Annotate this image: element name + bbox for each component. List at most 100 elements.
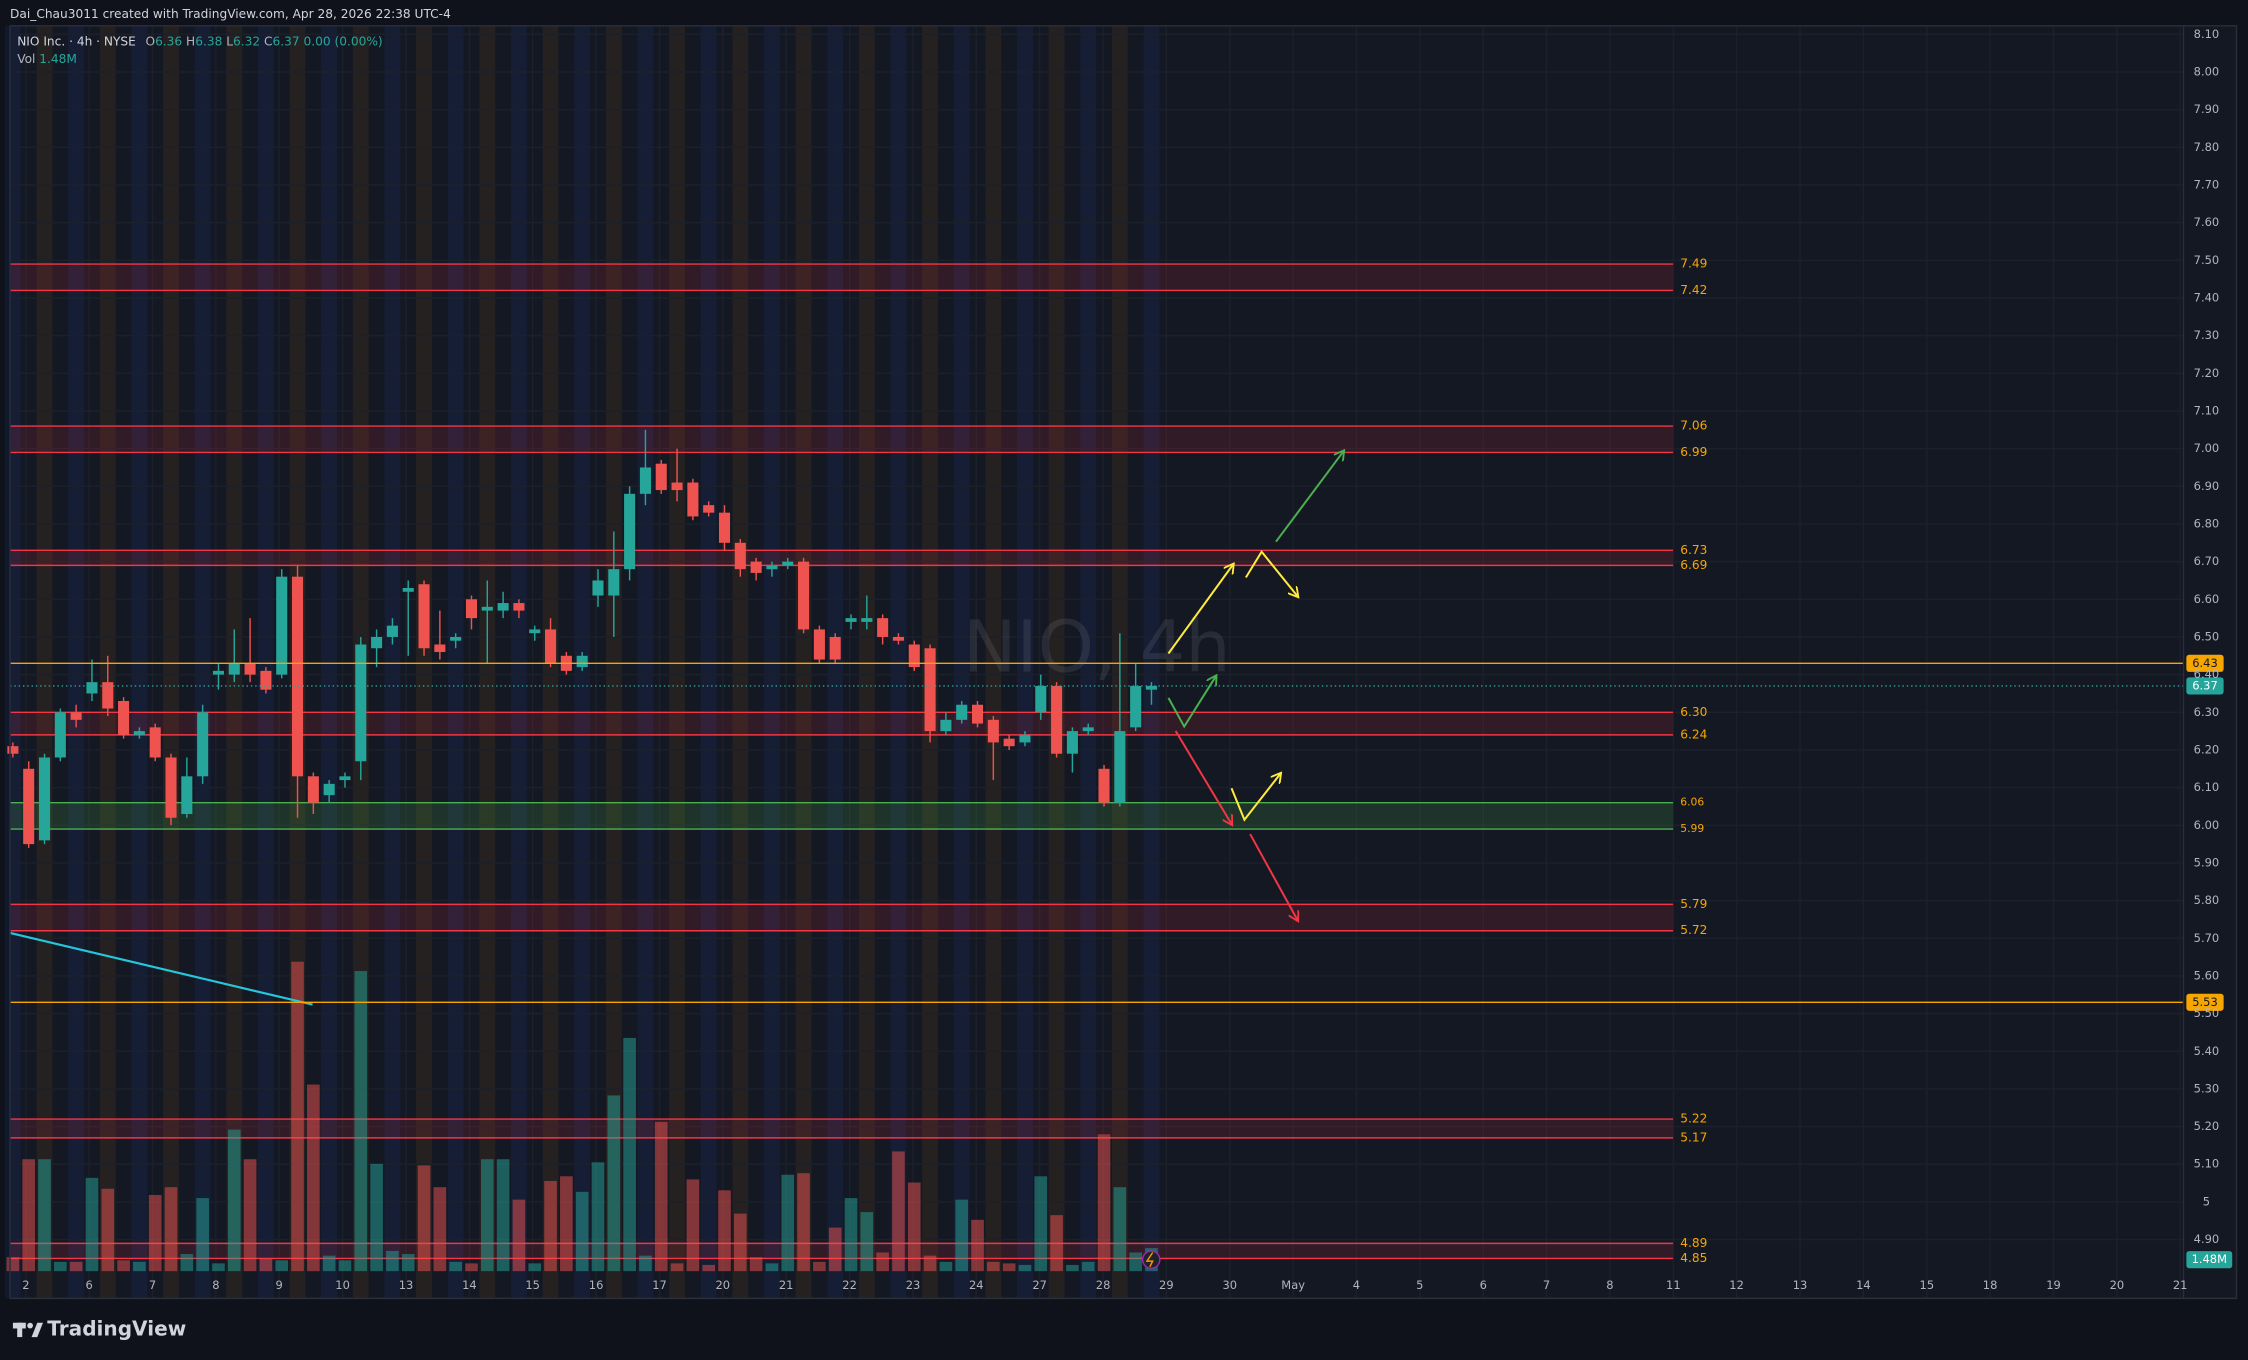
x-tick-label: 15	[525, 1278, 540, 1292]
candle-body	[734, 542, 746, 570]
arrow	[1275, 451, 1343, 543]
y-tick-label: 7.60	[2194, 215, 2220, 229]
candle-body	[276, 576, 288, 675]
volume-bar	[212, 1263, 225, 1272]
ohlc-value: 6.37	[273, 34, 300, 48]
y-tick-label: 5	[2203, 1194, 2210, 1208]
candle-body	[465, 599, 478, 619]
x-tick-label: 7	[1543, 1278, 1550, 1292]
volume-bar	[322, 1255, 336, 1272]
ohlc-letter: O	[145, 34, 155, 48]
zone	[10, 550, 1674, 566]
x-tick-label: 24	[969, 1278, 984, 1292]
session-stripe	[1017, 25, 1033, 1299]
alert-icon	[1141, 1250, 1161, 1269]
volume-bar	[670, 1263, 684, 1272]
candle-body	[718, 512, 731, 543]
candle-body	[813, 629, 825, 660]
candle-body	[1035, 685, 1047, 713]
volume-bar	[876, 1252, 889, 1272]
x-tick-label: May	[1281, 1278, 1305, 1292]
candle-body	[956, 704, 968, 720]
credit: Dai_Chau3011 created with TradingView.co…	[10, 7, 451, 21]
x-tick-label: 6	[85, 1278, 92, 1292]
logo-part	[27, 1322, 33, 1329]
candle-body	[1114, 731, 1126, 803]
x-tick-label: 13	[399, 1278, 414, 1292]
volume-bar	[53, 1261, 67, 1272]
x-tick-label: 7	[149, 1278, 156, 1292]
levels: 6.43 5.53 6.37 1.48M	[10, 654, 2233, 1269]
volume-bar	[164, 1187, 178, 1272]
y-tick-label: 6.40	[2194, 667, 2220, 681]
candle-body	[228, 663, 240, 675]
plot-background	[10, 25, 2237, 1299]
volume-bar	[117, 1260, 130, 1272]
zone-label: 7.42	[1680, 283, 1707, 297]
session-stripe	[605, 25, 622, 1299]
x-tick-label: 14	[462, 1278, 477, 1292]
volume-bar	[939, 1261, 953, 1272]
session-stripe	[764, 25, 780, 1299]
volume-bar	[987, 1261, 1000, 1272]
candle-body	[181, 776, 193, 814]
zone	[10, 426, 1674, 453]
y-tick-label: 5.80	[2194, 893, 2220, 907]
x-tick-label: 2	[22, 1278, 29, 1292]
zone	[10, 1243, 1674, 1259]
session-stripe	[416, 25, 432, 1299]
x-tick-label: 11	[1666, 1278, 1681, 1292]
brand-logo	[12, 1322, 44, 1338]
y-tick-label: 5.10	[2194, 1157, 2220, 1171]
grid	[10, 25, 2184, 1299]
price-tag	[2186, 677, 2224, 695]
x-tick-label: 17	[652, 1278, 667, 1292]
y-tick-label: 8.00	[2194, 64, 2220, 78]
volume-bar	[892, 1151, 905, 1272]
candle-body	[750, 561, 762, 573]
session-stripe	[637, 25, 654, 1299]
candle-body	[1145, 685, 1158, 690]
y-tick-label: 6.60	[2194, 592, 2220, 606]
zone	[10, 904, 1674, 931]
volume-bar	[386, 1250, 399, 1272]
session-stripe	[1048, 25, 1065, 1299]
session-stripe	[1143, 25, 1160, 1299]
zone-label: 6.30	[1680, 705, 1707, 719]
volume-bar	[971, 1219, 984, 1272]
candle-body	[877, 618, 889, 637]
volume-bar	[749, 1257, 763, 1272]
volume-bar	[591, 1162, 605, 1272]
volume-name: Vol	[17, 51, 35, 65]
session-stripe	[257, 25, 274, 1299]
volume-bar	[85, 1177, 99, 1272]
candle-body	[386, 625, 398, 637]
volume-bar	[560, 1176, 573, 1272]
x-tick-label: 12	[1729, 1278, 1744, 1292]
candle-body	[54, 712, 66, 758]
y-tick-label: 6.10	[2194, 780, 2220, 794]
volume-pane	[6, 961, 1158, 1272]
arrow	[1230, 774, 1281, 822]
candle-body	[987, 719, 999, 743]
volume-bar	[1018, 1264, 1032, 1272]
volume-bar	[828, 1227, 842, 1272]
volume-legend: Vol 1.48M	[17, 51, 77, 65]
y-tick-label: 6.90	[2194, 479, 2220, 493]
session-stripe	[4, 25, 21, 1299]
y-tick-label: 6.20	[2194, 742, 2220, 756]
candle-body	[371, 636, 383, 649]
volume-bar	[1050, 1215, 1063, 1272]
ohlc-letter: H	[186, 34, 195, 48]
arrow	[1167, 565, 1233, 655]
volume-bar	[797, 1173, 810, 1272]
volume-bar	[354, 971, 368, 1272]
logo-part	[31, 1322, 44, 1338]
zones: 7.49 7.42 7.06 6.99 6.736.69 6.30 6.24 6.06 5.99…	[10, 257, 1708, 1265]
candle-body	[1098, 768, 1110, 803]
zone	[10, 264, 1674, 291]
candle-body	[829, 636, 841, 660]
candle-body	[940, 719, 952, 732]
volume-bar	[512, 1199, 526, 1272]
